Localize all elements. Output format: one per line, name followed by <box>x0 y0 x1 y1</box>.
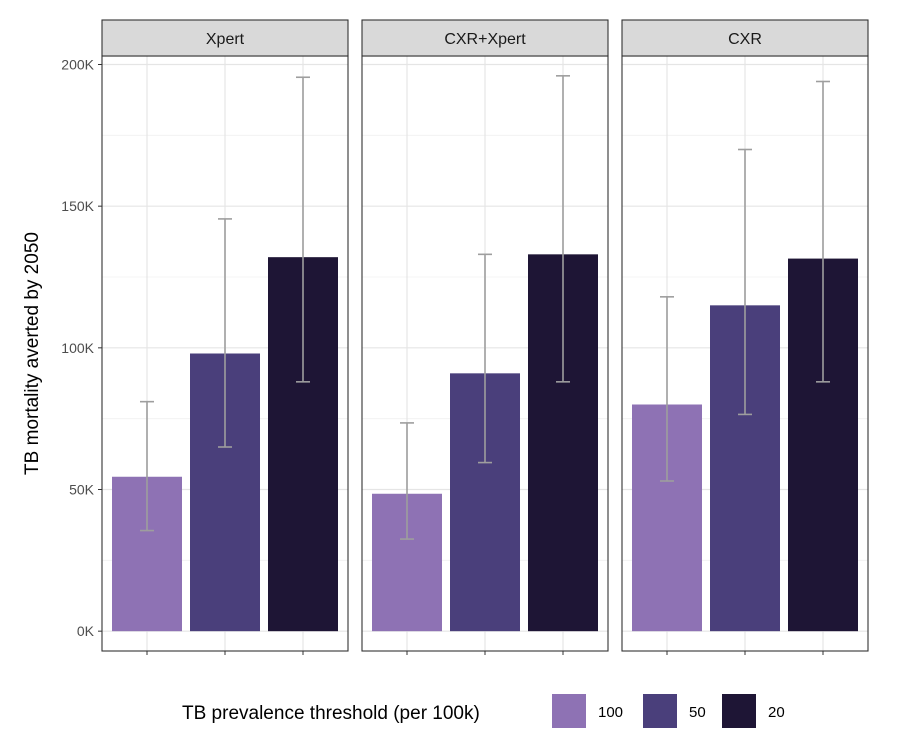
y-tick-label: 200K <box>61 57 94 73</box>
legend: TB prevalence threshold (per 100k) 100 50 2… <box>182 694 785 728</box>
strip-background <box>621 19 869 57</box>
legend-label-20: 20 <box>768 704 785 721</box>
strip-label: Xpert <box>206 31 245 48</box>
y-tick-label: 100K <box>61 340 94 356</box>
legend-title: TB prevalence threshold (per 100k) <box>182 703 480 724</box>
y-tick-label: 0K <box>77 623 95 639</box>
strip-background <box>361 19 609 57</box>
strip-background <box>101 19 349 57</box>
legend-label-50: 50 <box>689 704 706 721</box>
legend-label-100: 100 <box>598 704 623 721</box>
y-axis-title: TB mortality averted by 2050 <box>22 232 43 475</box>
panel-cxr-xpert: CXR+Xpert <box>361 19 609 655</box>
legend-key-20 <box>722 694 756 728</box>
panel-cxr: CXR <box>621 19 869 655</box>
legend-key-50 <box>643 694 677 728</box>
y-tick-label: 50K <box>69 482 95 498</box>
strip-label: CXR <box>728 31 762 48</box>
legend-key-100 <box>552 694 586 728</box>
strip-label: CXR+Xpert <box>444 31 526 48</box>
y-tick-label: 150K <box>61 198 94 214</box>
panel-xpert: Xpert <box>101 19 349 655</box>
